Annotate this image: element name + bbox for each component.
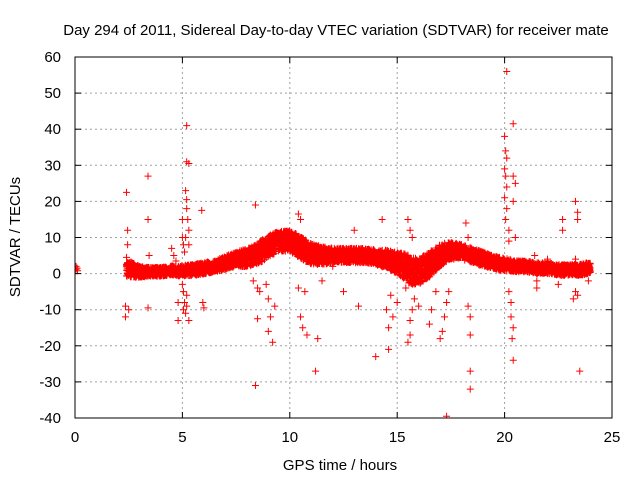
chart-background [0, 0, 640, 480]
